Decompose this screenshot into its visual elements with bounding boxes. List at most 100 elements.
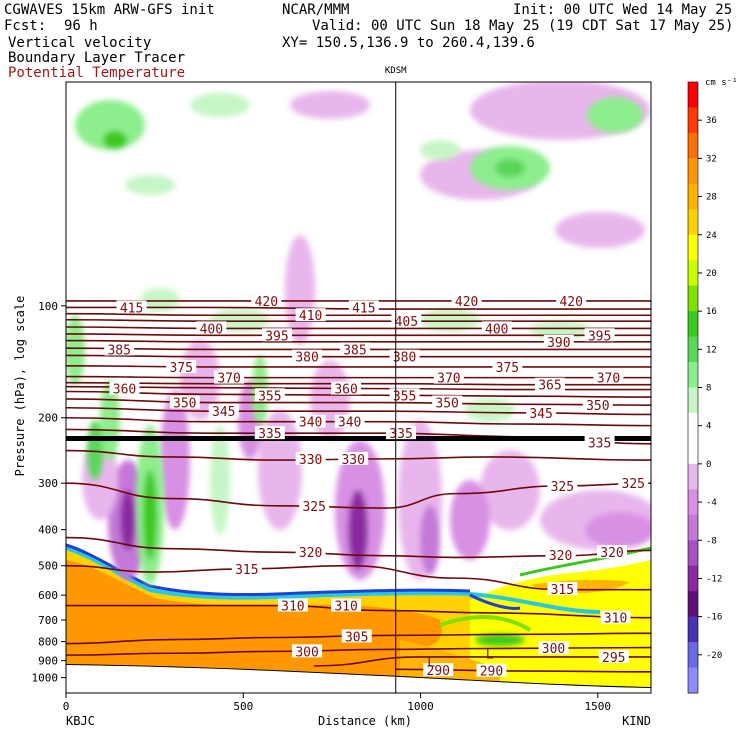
theta-label-bg: [254, 388, 285, 402]
theta-label: 330: [341, 453, 364, 468]
theta-contour-365: [66, 381, 651, 386]
bl-tracer-green: [519, 546, 651, 577]
theta-label: 295: [602, 651, 625, 666]
theta-label: 360: [334, 383, 357, 398]
colorbar-swatch: [688, 591, 698, 618]
theta-label-bg: [481, 321, 512, 335]
theta-label: 305: [345, 630, 368, 645]
theta-label: 385: [107, 343, 130, 358]
field-potential-temperature: Potential Temperature: [8, 65, 186, 81]
x-axis: 0 500 1000 1500: [63, 693, 611, 713]
y-tick-label: 700: [38, 614, 58, 627]
theta-label-bg: [341, 629, 372, 643]
theta-label-bg: [433, 370, 464, 384]
theta-label: 345: [212, 405, 235, 420]
theta-label-bg: [526, 405, 557, 419]
colorbar-tick-label: 0: [706, 460, 711, 470]
theta-label: 335: [588, 436, 611, 451]
station-marker-label: KDSM: [385, 66, 407, 76]
colorbar-swatch: [688, 514, 698, 541]
theta-contour-355: [66, 390, 651, 398]
theta-label: 375: [169, 361, 192, 376]
colorbar-swatch: [688, 132, 698, 159]
colorbar-swatch: [688, 285, 698, 312]
bl-tracer-blue-east: [469, 593, 521, 610]
colorbar-tick-label: 4: [706, 422, 711, 432]
theta-contour-300: [66, 646, 651, 656]
theta-contour-400: [66, 326, 651, 330]
theta-label-bg: [547, 478, 578, 492]
theta-label: 290: [427, 664, 450, 679]
colorbar-swatch: [688, 540, 698, 567]
colorbar-swatch: [688, 107, 698, 134]
theta-label-bg: [299, 498, 330, 512]
theta-label-bg: [423, 663, 454, 677]
theta-label: 375: [496, 361, 519, 376]
colorbar-tick-label: 32: [706, 154, 717, 164]
y-tick-label: 400: [38, 524, 58, 537]
theta-label-bg: [292, 644, 323, 658]
theta-label-bg: [598, 649, 629, 663]
colorbar-swatch: [688, 489, 698, 516]
theta-label: 380: [393, 351, 416, 366]
theta-label: 365: [538, 379, 561, 394]
theta-label-bg: [331, 381, 362, 395]
forecast-label: Fcst:: [4, 18, 47, 34]
org-label: NCAR/MMM: [282, 2, 350, 18]
theta-label-bg: [582, 398, 613, 412]
x-tick-label: 500: [233, 700, 253, 713]
theta-label-bg: [389, 388, 420, 402]
colorbar-tick-label: -16: [706, 613, 722, 623]
theta-label-bg: [584, 328, 615, 342]
theta-label-bg: [339, 342, 370, 356]
colorbar-tick-label: 8: [706, 384, 711, 394]
theta-label: 350: [435, 397, 458, 412]
theta-label-bg: [292, 349, 323, 363]
theta-label: 315: [551, 583, 574, 598]
theta-label-bg: [432, 395, 463, 409]
theta-label-bg: [338, 451, 369, 465]
y-axis: 100 200 300 400 500 600 700 800 900 1000: [32, 300, 66, 685]
theta-contour-345: [66, 406, 651, 416]
theta-label: 355: [258, 389, 281, 404]
theta-contour-410: [66, 312, 651, 317]
theta-label-bg: [451, 293, 482, 307]
theta-label: 410: [299, 309, 322, 324]
theta-label-bg: [109, 381, 140, 395]
theta-label: 330: [299, 453, 322, 468]
theta-label: 370: [597, 372, 620, 387]
theta-label: 320: [549, 549, 572, 564]
theta-label-bg: [254, 426, 285, 440]
colorbar-swatch: [688, 209, 698, 236]
theta-label: 370: [437, 372, 460, 387]
colorbar-swatch: [688, 234, 698, 261]
theta-label: 395: [265, 329, 288, 344]
colorbar-swatch: [688, 260, 698, 287]
theta-contour-295: [314, 656, 651, 667]
theta-label: 395: [588, 329, 611, 344]
plot-frame: [65, 81, 652, 694]
colorbar-tick-label: 12: [706, 345, 717, 355]
theta-label-bg: [534, 377, 565, 391]
colorbar-unit: cm s⁻¹: [705, 78, 738, 88]
y-tick-label: 1000: [32, 672, 59, 685]
theta-label: 340: [299, 416, 322, 431]
theta-label-bg: [618, 476, 649, 490]
field-vertical-velocity: Vertical velocity: [8, 35, 152, 51]
theta-label: 310: [281, 600, 304, 615]
theta-label-bg: [331, 598, 362, 612]
theta-label: 400: [200, 322, 223, 337]
theta-label-bg: [261, 328, 292, 342]
theta-label: 360: [113, 383, 136, 398]
x-axis-label: Distance (km): [318, 714, 412, 728]
colorbar-swatch: [688, 438, 698, 465]
theta-label-bg: [584, 435, 615, 449]
theta-label: 310: [604, 612, 627, 627]
colorbar-swatch: [688, 565, 698, 592]
tropopause-band: [66, 436, 651, 441]
theta-label: 335: [258, 427, 281, 442]
theta-label: 310: [334, 600, 357, 615]
theta-label: 380: [295, 351, 318, 366]
theta-label: 390: [547, 336, 570, 351]
